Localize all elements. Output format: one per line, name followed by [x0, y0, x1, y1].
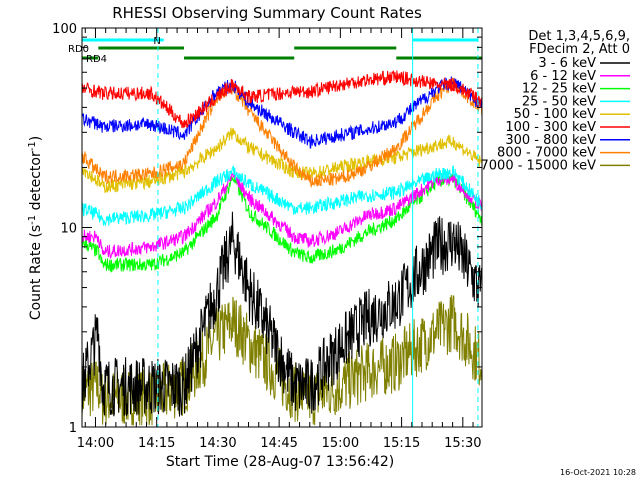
footer-timestamp: 16-Oct-2021 10:28 — [560, 468, 636, 477]
legend-header-line-2: FDecim 2, Att 0 — [529, 42, 630, 57]
x-tick-label: 14:45 — [260, 436, 297, 451]
flag-rd4-label: RD4 — [86, 54, 107, 65]
series-5-path — [81, 70, 483, 129]
y-tick-label: 10 — [60, 222, 77, 237]
series-6-line — [81, 76, 483, 149]
legend-label-5: 100 - 300 keV — [505, 120, 596, 135]
legend: Det 1,3,4,5,6,9, FDecim 2, Att 0 3 - 6 k… — [481, 29, 630, 173]
x-axis: 14:00 14:15 14:30 14:45 15:00 15:15 15:30 — [77, 28, 482, 451]
chart-title: RHESSI Observing Summary Count Rates — [112, 4, 422, 22]
x-tick-label: 14:15 — [138, 436, 175, 451]
legend-label-7: 800 - 7000 keV — [497, 146, 596, 161]
series-7-path — [81, 77, 483, 189]
legend-label-4: 50 - 100 keV — [514, 107, 597, 122]
x-tick-label: 15:15 — [383, 436, 420, 451]
series-4-line — [81, 127, 483, 194]
series-2-line — [81, 172, 483, 273]
y-axis: 1 10 100 — [52, 22, 482, 436]
series-7-line — [81, 77, 483, 189]
legend-label-0: 3 - 6 keV — [538, 56, 596, 71]
series-5-line — [81, 70, 483, 129]
flag-rd0-label: RD0 — [68, 44, 89, 55]
x-tick-label: 14:00 — [77, 436, 114, 451]
series-0-line — [81, 211, 483, 417]
series-4-path — [81, 127, 483, 194]
legend-label-1: 6 - 12 keV — [530, 69, 596, 84]
x-tick-label: 15:30 — [444, 436, 481, 451]
legend-label-6: 300 - 800 keV — [505, 133, 596, 148]
legend-label-8: 7000 - 15000 keV — [481, 158, 597, 173]
legend-header-line-1: Det 1,3,4,5,6,9, — [528, 29, 630, 44]
series-0-path — [81, 211, 483, 417]
series-3-line — [81, 165, 483, 227]
x-tick-label: 14:30 — [199, 436, 236, 451]
x-tick-label: 15:00 — [322, 436, 359, 451]
series-1-line — [81, 171, 483, 259]
y-tick-label: 100 — [52, 22, 77, 37]
legend-label-2: 12 - 25 keV — [522, 82, 596, 97]
series-3-path — [81, 165, 483, 227]
series-6-path — [81, 76, 483, 149]
legend-label-3: 25 - 50 keV — [522, 94, 596, 109]
series-1-path — [81, 171, 483, 259]
y-tick-label: 1 — [69, 421, 77, 436]
y-axis-label: Count Rate (s-1 detector-1) — [27, 136, 45, 320]
series-2-path — [81, 172, 483, 273]
flag-n-label: N — [153, 36, 160, 47]
x-axis-label: Start Time (28-Aug-07 13:56:42) — [166, 454, 394, 470]
